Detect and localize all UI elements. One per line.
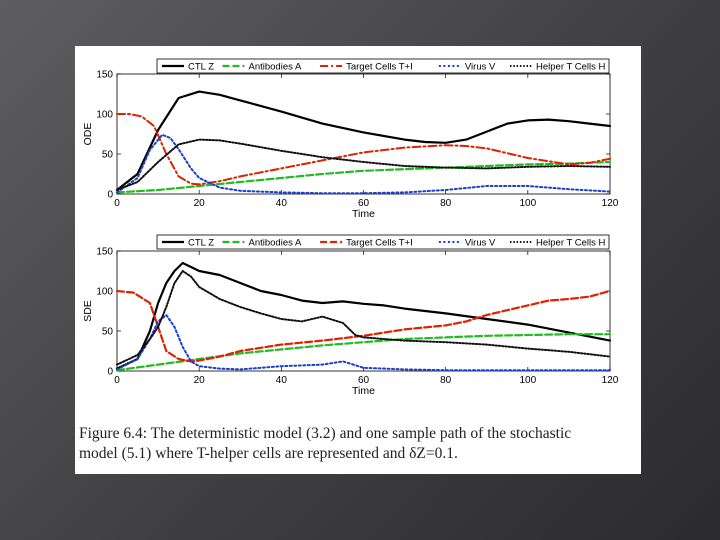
x-tick-label: 20 xyxy=(194,198,206,209)
series-line-target-cells-t-i xyxy=(116,113,611,186)
legend-label: Virus V xyxy=(465,62,496,73)
legend-label: Target Cells T+I xyxy=(346,62,413,73)
y-tick-label: 100 xyxy=(96,287,113,298)
x-tick-label: 80 xyxy=(440,198,452,209)
caption-line-1: Figure 6.4: The deterministic model (3.2… xyxy=(79,425,572,442)
y-tick-label: 0 xyxy=(107,367,113,378)
series-line-antibodies-a xyxy=(115,333,612,372)
series-line-antibodies-a xyxy=(115,160,612,194)
series-line-ctl-z xyxy=(115,261,612,370)
y-axis-label: ODE xyxy=(82,123,94,146)
y-tick-label: 50 xyxy=(102,150,114,161)
x-axis-label: Time xyxy=(352,208,375,220)
plot-frame xyxy=(116,73,611,195)
x-tick-label: 120 xyxy=(602,375,619,386)
sde-chart: 0 20 40 60 80 100 120 0 50 100 150 Time SDE CTL Z Anti… xyxy=(82,234,619,397)
legend-label: Antibodies A xyxy=(249,238,302,249)
series-line-virus-v xyxy=(116,314,611,372)
x-tick-label: 100 xyxy=(519,375,536,386)
series-line-virus-v xyxy=(116,133,611,195)
y-tick-label: 150 xyxy=(96,247,113,258)
y-tick-label: 50 xyxy=(102,327,114,338)
series-line-ctl-z xyxy=(115,90,612,192)
plot-frame xyxy=(116,250,611,372)
series-line-helper-t-cells-h xyxy=(116,138,611,191)
legend-label: Helper T Cells H xyxy=(536,62,605,73)
caption-line-2: model (5.1) where T-helper cells are rep… xyxy=(79,445,458,462)
series-line-helper-t-cells-h xyxy=(116,270,611,366)
x-tick-label: 40 xyxy=(276,375,288,386)
x-tick-label: 40 xyxy=(276,198,288,209)
legend-box xyxy=(156,234,610,250)
x-tick-label: 80 xyxy=(440,375,452,386)
legend-label: Antibodies A xyxy=(249,62,302,73)
x-tick-label: 0 xyxy=(114,375,120,386)
legend-label: Virus V xyxy=(465,238,496,249)
x-tick-label: 60 xyxy=(358,198,370,209)
figure-svg: 0 20 40 60 80 100 120 0 50 100 150 Time ODE CTL Z Anti… xyxy=(82,58,619,397)
figure-caption: Figure 6.4: The deterministic model (3.2… xyxy=(79,424,635,464)
x-tick-label: 20 xyxy=(194,375,206,386)
legend-label: Target Cells T+I xyxy=(346,238,413,249)
legend-label: Helper T Cells H xyxy=(536,238,605,249)
y-tick-label: 0 xyxy=(107,190,113,201)
x-tick-label: 100 xyxy=(519,198,536,209)
y-axis-label: SDE xyxy=(82,300,94,322)
x-axis-label: Time xyxy=(352,385,375,397)
legend-label: CTL Z xyxy=(188,62,214,73)
series-line-target-cells-t-i xyxy=(115,289,612,363)
x-tick-label: 120 xyxy=(602,198,619,209)
ode-chart: 0 20 40 60 80 100 120 0 50 100 150 Time ODE CTL Z Anti… xyxy=(82,58,619,220)
x-tick-label: 60 xyxy=(358,375,370,386)
y-tick-label: 100 xyxy=(96,110,113,121)
legend-label: CTL Z xyxy=(188,238,214,249)
x-tick-label: 0 xyxy=(114,198,120,209)
y-tick-label: 150 xyxy=(96,70,113,81)
slide-card: 0 20 40 60 80 100 120 0 50 100 150 Time ODE CTL Z Anti… xyxy=(75,46,641,474)
legend-box xyxy=(156,58,610,74)
